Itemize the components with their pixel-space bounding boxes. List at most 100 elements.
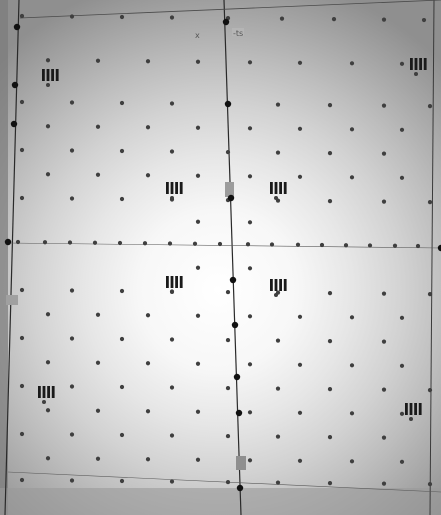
grid-dot [45,172,51,177]
grid-dot [349,61,355,66]
grid-dot [327,387,333,392]
grid-dot [119,196,125,202]
barcode-marker [270,182,287,200]
tape-piece [225,182,234,197]
grid-dot [245,242,251,247]
grid-dot [195,59,201,64]
grid-dot [275,434,281,439]
grid-dot [145,173,151,178]
grid-dot [119,336,125,342]
grid-dot [247,362,253,367]
grid-dot [67,240,73,245]
grid-dot [119,148,125,154]
barcode-marker [166,276,183,294]
grid-dot [19,335,25,341]
center-rule-line [223,0,242,515]
tape-piece [236,456,246,470]
grid-dot [381,339,387,344]
grid-dot [399,61,405,66]
grid-dot [45,58,51,63]
grid-dot [381,387,387,392]
tape-piece [6,295,18,305]
grid-dot [415,243,421,249]
grid-dot [195,219,201,224]
grid-dot [195,265,201,270]
grid-dot [327,481,333,486]
grid-dot [381,435,387,440]
grid-dot [381,291,387,296]
grid-dot [42,240,48,245]
barcode-marker [410,58,427,76]
grid-dot [343,243,349,248]
barcode-marker [38,386,55,404]
grid-dot [427,292,433,297]
grid-dot [225,479,231,485]
grid-dot [119,384,125,390]
grid-dot [331,17,337,22]
grid-dot [349,315,355,320]
dot-grid [15,13,433,487]
grid-dot [69,336,75,341]
grid-dot [297,60,303,65]
line-dot [13,23,21,31]
grid-dot [69,148,75,153]
grid-dot [45,124,51,129]
grid-dot [95,172,101,177]
grid-dot [117,240,123,246]
grid-dot [195,173,201,178]
grid-dot [247,266,253,271]
grid-dot [19,99,25,105]
grid-dot [297,410,303,415]
grid-dot [247,220,253,225]
grid-dot [169,101,175,106]
grid-dot [19,147,25,153]
grid-dot [399,127,405,132]
grid-dot [275,150,281,155]
grid-dot [225,149,231,155]
barcode-marker [270,279,287,297]
grid-dot [275,102,281,107]
grid-dot [69,478,75,483]
grid-dot [427,482,433,487]
line-dot [4,238,12,246]
line-dot [227,194,235,202]
line-dot [11,81,19,89]
line-dot [231,321,239,329]
grid-dot [69,384,75,389]
grid-dot [225,385,231,391]
grid-dot [392,243,398,248]
grid-dot [92,240,98,245]
right-rule-line [429,0,435,515]
line-dot [222,18,230,26]
grid-dot [349,363,355,368]
grid-dot [427,104,433,109]
grid-dot [327,151,333,156]
grid-dot [195,409,201,414]
grid-dot [142,241,148,246]
grid-dot [247,458,253,463]
grid-dot [95,312,101,317]
grid-dot [399,315,405,320]
grid-dot [247,314,253,319]
grid-dot [169,149,175,154]
grid-dot [145,313,151,318]
grid-dot [381,199,387,204]
grid-dot [349,175,355,180]
left-edge-shadow [0,0,8,515]
grid-dot [69,432,75,437]
grid-dot [15,239,21,245]
grid-dot [279,16,285,21]
grid-dot [297,314,303,319]
grid-dot [225,289,231,295]
grid-dot [119,288,125,294]
grid-dot [349,411,355,416]
grid-dot [297,362,303,367]
barcode-marker [405,403,422,421]
grid-dot [297,458,303,463]
grid-dot [169,337,175,342]
grid-dot [19,383,25,389]
top-rule-line [19,0,441,19]
grid-dot [295,242,301,247]
